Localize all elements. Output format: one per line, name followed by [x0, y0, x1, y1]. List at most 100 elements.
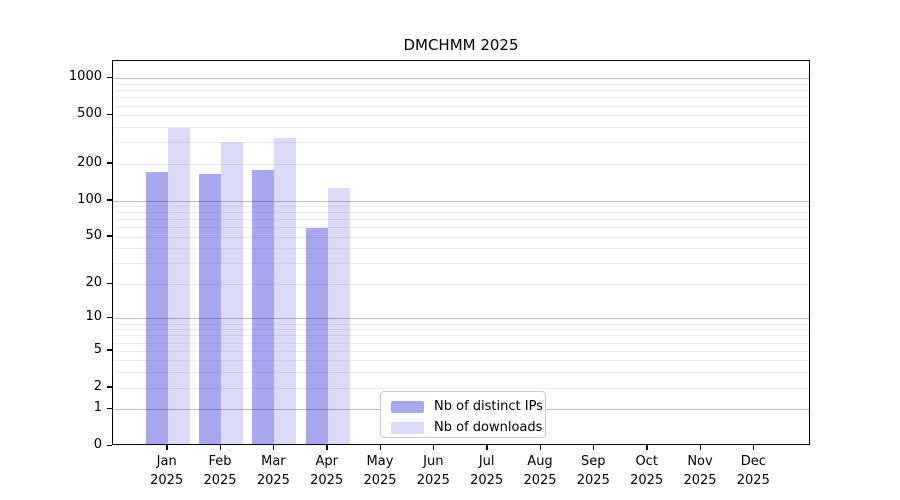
- x-tick-mark: [166, 445, 168, 450]
- gridline-minor: [113, 329, 809, 331]
- x-tick-label-apr: Apr 2025: [295, 452, 359, 490]
- legend-label-downloads: Nb of downloads: [434, 420, 543, 435]
- chart-title: DMCHMM 2025: [403, 36, 519, 54]
- x-tick-label-oct: Oct 2025: [615, 452, 679, 490]
- y-tick-mark: [107, 316, 112, 319]
- x-tick-label-feb: Feb 2025: [188, 452, 252, 490]
- y-tick-label: 100: [77, 191, 102, 207]
- gridline-minor: [113, 97, 809, 99]
- x-tick-mark: [219, 445, 221, 450]
- gridline-minor: [113, 90, 809, 92]
- gridline-minor: [113, 350, 809, 352]
- y-tick-mark: [107, 235, 112, 237]
- x-tick-year: 2025: [256, 473, 290, 488]
- x-tick-year: 2025: [630, 473, 664, 488]
- legend: Nb of distinct IPs Nb of downloads: [380, 391, 546, 438]
- x-tick-month: Sep: [581, 454, 606, 469]
- x-tick-year: 2025: [523, 473, 557, 488]
- y-tick-label: 5: [93, 341, 102, 357]
- legend-entry-distinct-ips: Nb of distinct IPs: [391, 397, 543, 416]
- bar-distinct-ips-feb: [199, 174, 221, 444]
- x-tick-month: Oct: [635, 454, 658, 469]
- y-tick-label: 200: [77, 154, 102, 170]
- y-tick-label: 10: [85, 309, 102, 325]
- x-tick-label-nov: Nov 2025: [668, 452, 732, 490]
- x-tick-month: Aug: [527, 454, 553, 469]
- y-tick-label: 2: [93, 378, 102, 394]
- x-tick-month: Feb: [208, 454, 232, 469]
- x-tick-label-jan: Jan 2025: [135, 452, 199, 490]
- x-tick-label-jun: Jun 2025: [401, 452, 465, 490]
- x-tick-mark: [379, 445, 381, 450]
- x-tick-year: 2025: [736, 473, 770, 488]
- x-tick-mark: [272, 445, 275, 450]
- x-tick-year: 2025: [576, 473, 610, 488]
- gridline-minor: [113, 335, 809, 337]
- gridline-major: [113, 318, 809, 320]
- gridline-minor: [113, 387, 809, 389]
- y-tick-label: 0: [93, 437, 102, 452]
- y-tick-mark: [107, 407, 112, 410]
- x-tick-mark: [539, 445, 541, 450]
- gridline-minor: [113, 360, 809, 362]
- y-tick-label: 50: [85, 227, 102, 243]
- x-tick-label-aug: Aug 2025: [508, 452, 572, 490]
- x-tick-mark: [432, 445, 435, 450]
- x-tick-month: May: [366, 454, 394, 469]
- bar-distinct-ips-mar: [252, 170, 275, 444]
- legend-entry-downloads: Nb of downloads: [391, 418, 542, 437]
- y-tick-mark: [107, 113, 112, 116]
- y-tick-label: 1: [93, 400, 102, 416]
- y-tick-label: 1000: [68, 69, 102, 85]
- legend-swatch-downloads-icon: [391, 421, 424, 434]
- bar-distinct-ips-apr: [305, 228, 328, 444]
- y-tick-mark: [107, 386, 112, 388]
- gridline-minor: [113, 84, 809, 85]
- gridline-minor: [113, 163, 809, 165]
- x-tick-label-jul: Jul 2025: [455, 452, 519, 490]
- x-tick-year: 2025: [310, 473, 344, 488]
- x-tick-mark: [486, 445, 488, 450]
- gridline-minor: [113, 206, 809, 207]
- gridline-minor: [113, 372, 809, 374]
- y-tick-mark: [107, 349, 112, 351]
- gridline-minor: [113, 263, 809, 265]
- x-tick-mark: [646, 445, 648, 450]
- gridline-minor: [113, 115, 809, 117]
- gridline-minor: [113, 127, 809, 129]
- gridline-minor: [113, 227, 809, 229]
- x-tick-month: Jun: [423, 454, 444, 469]
- gridline-minor: [113, 105, 809, 107]
- plot-area: [112, 60, 810, 445]
- legend-label-distinct-ips: Nb of distinct IPs: [434, 399, 543, 414]
- x-tick-year: 2025: [203, 473, 237, 488]
- x-tick-year: 2025: [416, 473, 450, 488]
- x-tick-mark: [326, 445, 328, 450]
- legend-swatch-distinct-ips-icon: [391, 400, 424, 413]
- x-tick-month: Dec: [740, 454, 766, 469]
- bar-distinct-ips-jan: [145, 171, 168, 444]
- gridline-minor: [113, 219, 809, 221]
- y-tick-mark: [107, 76, 112, 79]
- x-tick-label-mar: Mar 2025: [241, 452, 305, 490]
- x-tick-mark: [752, 445, 755, 450]
- x-tick-year: 2025: [683, 473, 717, 488]
- bar-downloads-apr: [327, 188, 350, 444]
- x-tick-label-may: May 2025: [348, 452, 412, 490]
- gridline-minor: [113, 284, 809, 285]
- gridline-minor: [113, 323, 809, 325]
- x-tick-mark: [699, 445, 701, 450]
- y-tick-mark: [107, 282, 112, 284]
- y-tick-mark: [107, 162, 112, 164]
- x-tick-month: Jan: [156, 454, 177, 469]
- bar-downloads-jan: [167, 128, 190, 444]
- x-tick-month: Mar: [261, 454, 286, 469]
- gridline-minor: [113, 212, 809, 214]
- gridline-minor: [113, 248, 809, 250]
- x-tick-year: 2025: [150, 473, 184, 488]
- y-tick-label: 500: [77, 106, 102, 122]
- x-tick-month: Nov: [687, 454, 713, 469]
- gridline-minor: [113, 342, 809, 344]
- gridline-minor: [113, 236, 809, 238]
- y-tick-mark: [107, 444, 112, 446]
